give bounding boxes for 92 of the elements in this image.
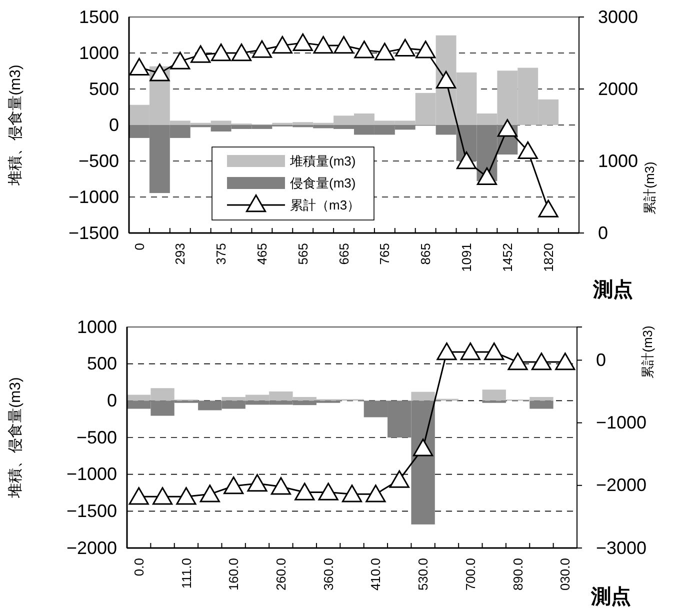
x-tick-label: 700.0 xyxy=(462,558,478,591)
point xyxy=(508,352,528,370)
point xyxy=(456,152,477,170)
point xyxy=(389,470,410,488)
x-tick-label: 530.0 xyxy=(416,558,431,591)
point xyxy=(460,342,480,360)
point xyxy=(210,44,232,62)
y-tick-label: 0 xyxy=(106,390,117,410)
y2-tick-label: −1000 xyxy=(596,412,647,433)
point xyxy=(412,438,434,456)
point xyxy=(247,474,268,492)
y2-tick-label: 2000 xyxy=(598,78,638,99)
x-tick-label: 260.0 xyxy=(273,558,288,591)
point xyxy=(518,141,538,160)
y2-axis-title: 累計(m3) xyxy=(640,326,655,378)
y-tick-label: −1000 xyxy=(66,464,117,484)
point xyxy=(555,352,576,370)
x-tick-label: 1820 xyxy=(540,243,556,272)
x-tick-label: 565 xyxy=(295,243,310,265)
x-tick-label: 1452 xyxy=(500,243,515,272)
y-tick-label: −1500 xyxy=(66,500,117,521)
x-tick-label: 0.0 xyxy=(131,558,146,576)
point xyxy=(292,33,313,52)
point xyxy=(531,352,552,370)
y2-tick-label: −2000 xyxy=(596,475,647,496)
x-tick-label: 375 xyxy=(214,243,229,265)
y2-tick-label: 1000 xyxy=(598,150,638,171)
y-tick-label: 500 xyxy=(88,78,119,99)
y-tick-label: −500 xyxy=(78,150,119,171)
point xyxy=(294,482,315,500)
x-tick-label: 1091 xyxy=(459,243,474,272)
x-tick-label: 293 xyxy=(172,243,188,265)
y-tick-label: 1000 xyxy=(76,316,117,337)
y-tick-label: 500 xyxy=(86,354,117,374)
x-tick-label: 360.0 xyxy=(320,558,336,591)
y-tick-label: 0 xyxy=(108,114,119,135)
x-tick-label: 465 xyxy=(254,243,270,265)
x-tick-label: 865 xyxy=(418,243,434,265)
x-tick-label: 111.0 xyxy=(178,558,194,589)
legend-label: 侵食量(m3) xyxy=(290,176,356,191)
point xyxy=(366,484,386,502)
y-tick-label: 1500 xyxy=(78,6,119,27)
x-tick-label: 665 xyxy=(336,243,352,265)
y-tick-label: −1500 xyxy=(68,222,119,243)
point xyxy=(374,42,395,60)
point xyxy=(436,70,456,88)
x-axis-title: 測点 xyxy=(590,586,631,608)
point xyxy=(416,40,436,58)
y-tick-label: −2000 xyxy=(66,538,117,558)
point xyxy=(150,64,170,82)
point xyxy=(313,36,334,54)
point xyxy=(252,40,272,58)
point xyxy=(497,119,518,137)
y2-axis-title: 累計(m3) xyxy=(642,162,657,214)
point xyxy=(270,477,292,495)
point xyxy=(176,487,196,505)
y2-tick-label: 3000 xyxy=(598,6,638,27)
y2-tick-label: 0 xyxy=(598,222,608,243)
x-tick-label: 0 xyxy=(132,243,147,250)
y-axis-title: 堆積、侵食量(m3) xyxy=(7,64,24,186)
x-axis-title: 測点 xyxy=(592,279,633,301)
point xyxy=(318,482,338,500)
y2-tick-label: 0 xyxy=(596,350,606,370)
point xyxy=(484,342,504,360)
y-tick-label: −500 xyxy=(76,427,117,448)
x-tick-label: 890.0 xyxy=(510,558,526,591)
point xyxy=(538,200,558,218)
point xyxy=(334,36,354,54)
point xyxy=(190,45,211,63)
legend-label: 累計（m3） xyxy=(290,198,360,213)
y-tick-label: 1000 xyxy=(78,42,119,63)
point xyxy=(342,484,362,502)
point xyxy=(200,484,220,502)
x-tick-label: 160.0 xyxy=(226,558,242,591)
point xyxy=(128,487,149,505)
bar xyxy=(530,400,554,409)
legend-label: 堆積量(m3) xyxy=(289,154,356,169)
point xyxy=(476,167,498,185)
point xyxy=(272,36,292,54)
point xyxy=(152,487,173,505)
y2-tick-label: −3000 xyxy=(596,538,647,558)
point xyxy=(224,476,244,494)
point xyxy=(354,40,374,58)
y-tick-label: −1000 xyxy=(68,186,119,207)
point xyxy=(231,44,252,62)
y-axis-title: 堆積、侵食量(m3) xyxy=(7,377,24,499)
point xyxy=(395,38,416,56)
point xyxy=(170,52,190,70)
x-tick-label: 765 xyxy=(377,243,392,265)
point xyxy=(436,342,457,360)
x-tick-label: 410.0 xyxy=(368,558,384,591)
x-tick-label: 030.0 xyxy=(558,558,573,591)
